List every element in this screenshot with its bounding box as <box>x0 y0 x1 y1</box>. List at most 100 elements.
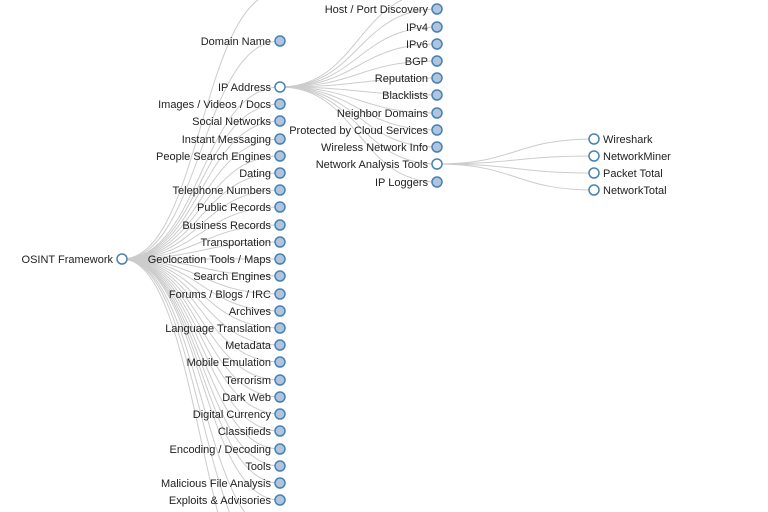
tree-node-telephone-numbers[interactable]: Telephone Numbers <box>173 184 286 197</box>
tree-node-ip-loggers[interactable]: IP Loggers <box>375 176 443 189</box>
tree-node-people-search-engines[interactable]: People Search Engines <box>156 150 286 163</box>
tree-node-protected-by-cloud-services[interactable]: Protected by Cloud Services <box>289 124 443 137</box>
tree-node-bgp[interactable]: BGP <box>405 55 443 68</box>
node-label[interactable]: Exploits & Advisories <box>169 495 272 507</box>
tree-node-instant-messaging[interactable]: Instant Messaging <box>182 133 286 146</box>
node-label[interactable]: Business Records <box>182 220 271 232</box>
collapsed-node-circle-icon[interactable] <box>431 89 443 101</box>
expanded-node-circle-icon[interactable] <box>274 81 286 93</box>
node-label[interactable]: Classifieds <box>218 426 272 438</box>
collapsed-node-circle-icon[interactable] <box>274 477 286 489</box>
collapsed-node-circle-icon[interactable] <box>274 115 286 127</box>
node-label[interactable]: NetworkMiner <box>603 151 671 163</box>
tree-node-terrorism[interactable]: Terrorism <box>225 374 286 387</box>
collapsed-node-circle-icon[interactable] <box>274 460 286 472</box>
tree-node-wireshark[interactable]: Wireshark <box>588 133 653 146</box>
node-label[interactable]: Forums / Blogs / IRC <box>169 289 271 301</box>
node-label[interactable]: BGP <box>405 56 428 68</box>
tree-node-dark-web[interactable]: Dark Web <box>222 391 286 404</box>
node-label[interactable]: Neighbor Domains <box>337 108 429 120</box>
node-label[interactable]: Telephone Numbers <box>173 185 272 197</box>
tree-node-domain-name[interactable]: Domain Name <box>201 35 286 48</box>
collapsed-node-circle-icon[interactable] <box>274 201 286 213</box>
tree-node-metadata[interactable]: Metadata <box>225 339 286 352</box>
tree-node-language-translation[interactable]: Language Translation <box>165 322 286 335</box>
tree-node-tools[interactable]: Tools <box>245 460 286 473</box>
expanded-node-circle-icon[interactable] <box>116 253 128 265</box>
node-label[interactable]: Dating <box>239 168 271 180</box>
tree-node-osint-framework[interactable]: OSINT Framework <box>22 253 128 266</box>
node-label[interactable]: OSINT Framework <box>22 254 114 266</box>
tree-node-ipv4[interactable]: IPv4 <box>406 21 443 34</box>
collapsed-node-circle-icon[interactable] <box>274 98 286 110</box>
tree-node-geolocation-tools-maps[interactable]: Geolocation Tools / Maps <box>148 253 286 266</box>
node-label[interactable]: Search Engines <box>193 271 271 283</box>
expanded-node-circle-icon[interactable] <box>588 184 600 196</box>
node-label[interactable]: Metadata <box>225 340 272 352</box>
node-label[interactable]: Network Analysis Tools <box>316 159 429 171</box>
collapsed-node-circle-icon[interactable] <box>274 253 286 265</box>
collapsed-node-circle-icon[interactable] <box>431 124 443 136</box>
collapsed-node-circle-icon[interactable] <box>431 3 443 15</box>
collapsed-node-circle-icon[interactable] <box>431 38 443 50</box>
node-label[interactable]: Transportation <box>200 237 271 249</box>
node-label[interactable]: Public Records <box>197 202 271 214</box>
tree-node-host-port-discovery[interactable]: Host / Port Discovery <box>325 3 443 16</box>
collapsed-node-circle-icon[interactable] <box>431 72 443 84</box>
collapsed-node-circle-icon[interactable] <box>274 391 286 403</box>
node-label[interactable]: Packet Total <box>603 168 663 180</box>
collapsed-node-circle-icon[interactable] <box>274 35 286 47</box>
collapsed-node-circle-icon[interactable] <box>274 425 286 437</box>
expanded-node-circle-icon[interactable] <box>588 167 600 179</box>
tree-node-reputation[interactable]: Reputation <box>375 72 443 85</box>
collapsed-node-circle-icon[interactable] <box>274 270 286 282</box>
tree-node-mobile-emulation[interactable]: Mobile Emulation <box>187 356 286 369</box>
collapsed-node-circle-icon[interactable] <box>274 494 286 506</box>
tree-node-blacklists[interactable]: Blacklists <box>382 89 443 102</box>
node-label[interactable]: Protected by Cloud Services <box>289 125 428 137</box>
collapsed-node-circle-icon[interactable] <box>431 55 443 67</box>
tree-node-social-networks[interactable]: Social Networks <box>192 115 286 128</box>
tree-node-ip-address[interactable]: IP Address <box>218 81 286 94</box>
node-label[interactable]: Digital Currency <box>193 409 272 421</box>
node-label[interactable]: Encoding / Decoding <box>169 444 271 456</box>
expanded-node-circle-icon[interactable] <box>588 150 600 162</box>
node-label[interactable]: Malicious File Analysis <box>161 478 272 490</box>
node-label[interactable]: Dark Web <box>222 392 271 404</box>
node-label[interactable]: IPv6 <box>406 39 428 51</box>
node-label[interactable]: Social Networks <box>192 116 271 128</box>
node-label[interactable]: Terrorism <box>225 375 271 387</box>
tree-node-wireless-network-info[interactable]: Wireless Network Info <box>321 141 443 154</box>
tree-node-packet-total[interactable]: Packet Total <box>588 167 663 180</box>
collapsed-node-circle-icon[interactable] <box>274 219 286 231</box>
collapsed-node-circle-icon[interactable] <box>274 184 286 196</box>
node-label[interactable]: Reputation <box>375 73 428 85</box>
node-label[interactable]: Blacklists <box>382 90 428 102</box>
tree-node-neighbor-domains[interactable]: Neighbor Domains <box>337 107 443 120</box>
tree-node-network-analysis-tools[interactable]: Network Analysis Tools <box>316 158 443 171</box>
node-label[interactable]: IP Loggers <box>375 177 429 189</box>
tree-node-images-videos-docs[interactable]: Images / Videos / Docs <box>158 98 286 111</box>
tree-node-digital-currency[interactable]: Digital Currency <box>193 408 286 421</box>
collapsed-node-circle-icon[interactable] <box>431 176 443 188</box>
tree-node-networkminer[interactable]: NetworkMiner <box>588 150 671 163</box>
collapsed-node-circle-icon[interactable] <box>431 21 443 33</box>
collapsed-node-circle-icon[interactable] <box>274 167 286 179</box>
node-label[interactable]: NetworkTotal <box>603 185 667 197</box>
tree-node-exploits-advisories[interactable]: Exploits & Advisories <box>169 494 286 507</box>
node-label[interactable]: Images / Videos / Docs <box>158 99 271 111</box>
collapsed-node-circle-icon[interactable] <box>274 356 286 368</box>
tree-node-public-records[interactable]: Public Records <box>197 201 286 214</box>
collapsed-node-circle-icon[interactable] <box>274 322 286 334</box>
collapsed-node-circle-icon[interactable] <box>274 133 286 145</box>
node-label[interactable]: Domain Name <box>201 36 271 48</box>
tree-node-dating[interactable]: Dating <box>239 167 286 180</box>
collapsed-node-circle-icon[interactable] <box>274 443 286 455</box>
tree-node-networktotal[interactable]: NetworkTotal <box>588 184 667 197</box>
collapsed-node-circle-icon[interactable] <box>274 408 286 420</box>
tree-node-search-engines[interactable]: Search Engines <box>193 270 286 283</box>
tree-node-transportation[interactable]: Transportation <box>200 236 286 249</box>
node-label[interactable]: Language Translation <box>165 323 271 335</box>
node-label[interactable]: Instant Messaging <box>182 134 271 146</box>
collapsed-node-circle-icon[interactable] <box>431 107 443 119</box>
